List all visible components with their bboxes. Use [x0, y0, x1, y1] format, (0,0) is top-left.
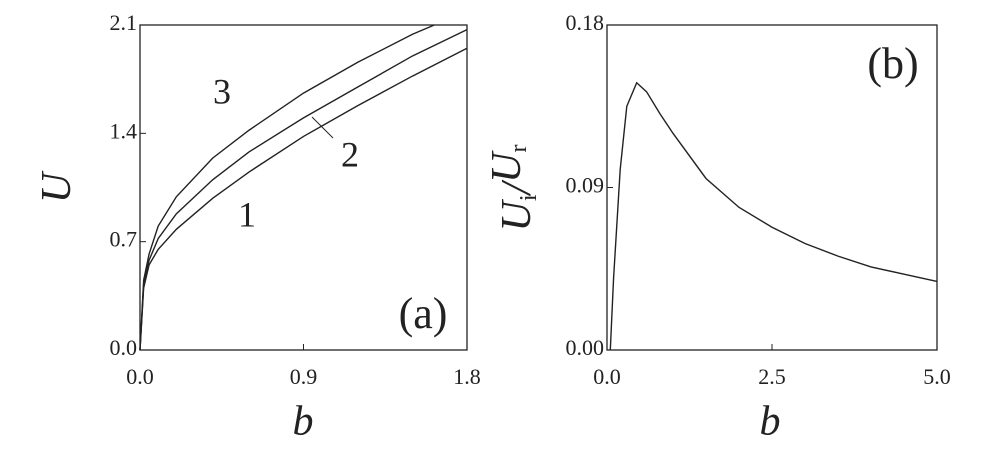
x-tick-label: 2.5	[758, 364, 786, 389]
curve-label: 3	[213, 71, 231, 111]
curve	[139, 29, 468, 351]
panel-label: (a)	[399, 289, 448, 338]
y-axis-label: Ui/Ur	[484, 144, 542, 231]
x-tick-label: 0.9	[290, 364, 318, 389]
x-tick-label: 5.0	[923, 364, 951, 389]
y-tick-label: 0.18	[566, 10, 605, 35]
y-tick-label: 1.4	[110, 118, 138, 143]
y-label-part: r	[506, 144, 532, 152]
x-axis-label: b	[760, 399, 781, 445]
curve	[139, 47, 468, 351]
curve-label: 1	[238, 194, 256, 234]
y-label-part: U	[34, 170, 80, 203]
y-label-part: i	[516, 194, 542, 201]
y-tick-label: 0.09	[566, 173, 605, 198]
x-axis-label: b	[293, 399, 314, 445]
curve	[139, 24, 435, 351]
y-label-part: U	[484, 150, 530, 183]
panel-label: (b)	[867, 39, 918, 88]
x-tick-label: 1.8	[453, 364, 481, 389]
curve	[609, 81, 938, 351]
y-axis-label: U	[34, 170, 80, 203]
y-tick-label: 2.1	[110, 10, 138, 35]
label-leader	[311, 116, 334, 139]
x-tick-label: 0.0	[593, 364, 621, 389]
y-tick-label: 0.0	[110, 335, 138, 360]
y-tick-label: 0.7	[110, 227, 138, 252]
x-tick-label: 0.0	[126, 364, 154, 389]
y-tick-label: 0.00	[566, 335, 605, 360]
y-label-part: /	[494, 180, 540, 197]
y-label-part: U	[494, 199, 540, 232]
curve-label: 2	[341, 134, 359, 174]
